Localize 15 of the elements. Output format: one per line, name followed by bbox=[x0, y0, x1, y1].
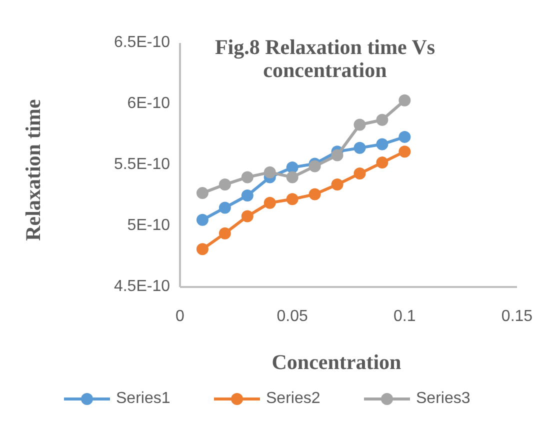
y-tick-label: 6.5E-10 bbox=[114, 34, 170, 52]
legend-label: Series1 bbox=[116, 390, 170, 408]
legend-label: Series3 bbox=[416, 390, 470, 408]
x-tick-label: 0 bbox=[176, 308, 185, 325]
y-tick-label: 5.5E-10 bbox=[114, 156, 170, 174]
y-tick-label: 4.5E-10 bbox=[114, 278, 170, 296]
y-tick-label: 6E-10 bbox=[127, 95, 170, 112]
x-tick-label: 0.1 bbox=[394, 308, 416, 325]
legend-label: Series2 bbox=[266, 390, 320, 408]
chart-title: Fig.8 Relaxation time Vs concentration bbox=[214, 35, 436, 82]
x-tick-label: 0.05 bbox=[276, 308, 308, 325]
y-axis-title: Relaxation time bbox=[21, 99, 45, 241]
x-axis-title: Concentration bbox=[272, 350, 402, 374]
y-tick-label: 5E-10 bbox=[127, 217, 170, 234]
x-tick-label: 0.15 bbox=[501, 308, 533, 325]
